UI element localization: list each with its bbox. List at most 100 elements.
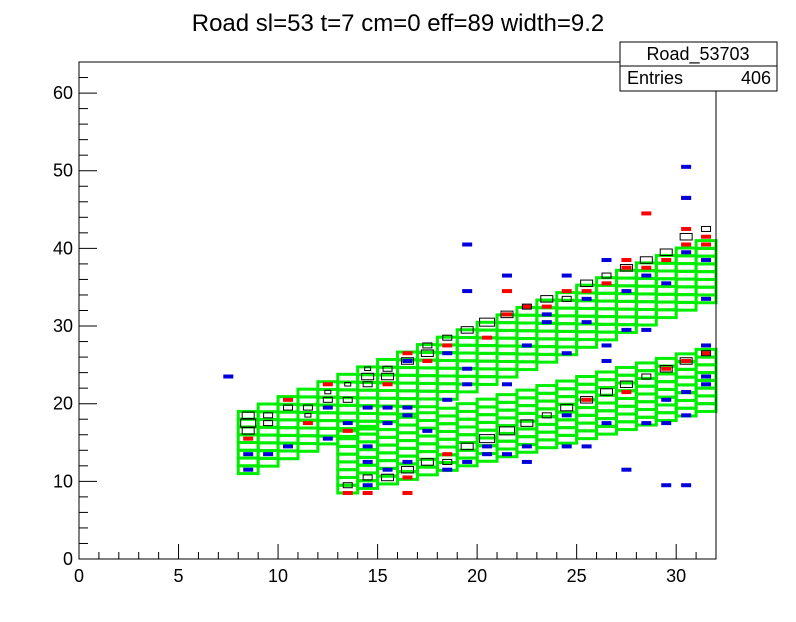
blue-hit (701, 296, 712, 301)
blue-hit (402, 358, 413, 363)
count-box (361, 372, 375, 381)
blue-hit (681, 413, 692, 418)
count-box (601, 272, 612, 279)
count-box (400, 357, 414, 365)
red-hit (302, 421, 313, 426)
red-hit (501, 289, 512, 294)
count-box (302, 404, 313, 411)
count-box (422, 342, 433, 349)
red-hit (581, 397, 592, 402)
blue-hit (243, 467, 254, 472)
count-box (362, 381, 373, 388)
count-box (701, 350, 712, 357)
blue-hit (641, 327, 652, 332)
count-box (619, 264, 633, 272)
blue-hit (561, 444, 572, 449)
red-hit (422, 358, 433, 363)
blue-hit (462, 242, 473, 247)
count-box (420, 458, 434, 466)
blue-hit (462, 459, 473, 464)
red-hit (701, 234, 712, 239)
count-box (442, 458, 453, 465)
blue-hit (442, 397, 453, 402)
count-box (381, 473, 395, 482)
count-box (580, 279, 594, 288)
red-hit (681, 358, 692, 363)
blue-hit (442, 467, 453, 472)
blue-hit (601, 421, 612, 426)
road-cells (236, 239, 718, 495)
blue-hit (561, 351, 572, 356)
red-hit (243, 436, 254, 441)
count-box (498, 426, 515, 436)
y-tick-label: 10 (53, 471, 73, 491)
count-box (639, 256, 653, 264)
red-hit (402, 351, 413, 356)
red-hit (541, 304, 552, 309)
count-box (324, 389, 332, 395)
red-hit (681, 242, 692, 247)
red-hit (482, 335, 493, 340)
x-tick-label: 5 (174, 566, 184, 586)
red-hit (621, 265, 632, 270)
y-tick-label: 0 (63, 549, 73, 569)
blue-hit (482, 444, 493, 449)
count-box (381, 372, 395, 381)
red-hit (501, 312, 512, 317)
red-hit (621, 258, 632, 263)
blue-hit (701, 374, 712, 379)
blue-hit (661, 483, 672, 488)
blue-hit (641, 421, 652, 426)
count-box (659, 248, 673, 257)
count-box (520, 419, 534, 427)
count-box (241, 427, 255, 435)
blue-hit (581, 320, 592, 325)
count-box (679, 357, 693, 365)
red-hit (322, 382, 333, 387)
stats-entries-value: 406 (741, 68, 771, 88)
red-hit (402, 475, 413, 480)
blue-hit (681, 250, 692, 255)
blue-hit (581, 296, 592, 301)
red-hit (402, 490, 413, 495)
blue-hit (382, 421, 393, 426)
stats-entries-label: Entries (627, 68, 683, 88)
count-box (342, 396, 353, 403)
blue-hit (621, 467, 632, 472)
red-hit-cells (243, 195, 712, 495)
blue-hit (661, 397, 672, 402)
red-hit (362, 490, 373, 495)
count-box (561, 295, 572, 302)
blue-hit (521, 444, 532, 449)
blue-hit (601, 343, 612, 348)
blue-hit (621, 289, 632, 294)
blue-hit (581, 444, 592, 449)
blue-hit (283, 444, 294, 449)
count-box (460, 442, 474, 451)
blue-hit (382, 467, 393, 472)
count-box (641, 373, 652, 380)
count-box (679, 232, 693, 241)
blue-hit (362, 444, 373, 449)
blue-hit (462, 366, 473, 371)
x-axis: 0 5 10 15 20 25 30 (74, 544, 717, 586)
count-box (479, 434, 496, 444)
count-box (580, 396, 594, 404)
count-box (400, 465, 414, 474)
red-hit (641, 265, 652, 270)
count-box (560, 403, 574, 412)
red-hit (283, 397, 294, 402)
blue-hit (601, 358, 612, 363)
blue-hit (561, 273, 572, 278)
red-hit (382, 382, 393, 387)
blue-hit (681, 390, 692, 395)
blue-hit (681, 483, 692, 488)
x-tick-label: 10 (268, 566, 288, 586)
blue-hit (382, 405, 393, 410)
blue-hit (701, 382, 712, 387)
count-box (263, 420, 274, 427)
x-tick-label: 15 (368, 566, 388, 586)
chart-title: Road sl=53 t=7 cm=0 eff=89 width=9.2 (192, 10, 605, 37)
red-hit (621, 390, 632, 395)
blue-hit (442, 351, 453, 356)
